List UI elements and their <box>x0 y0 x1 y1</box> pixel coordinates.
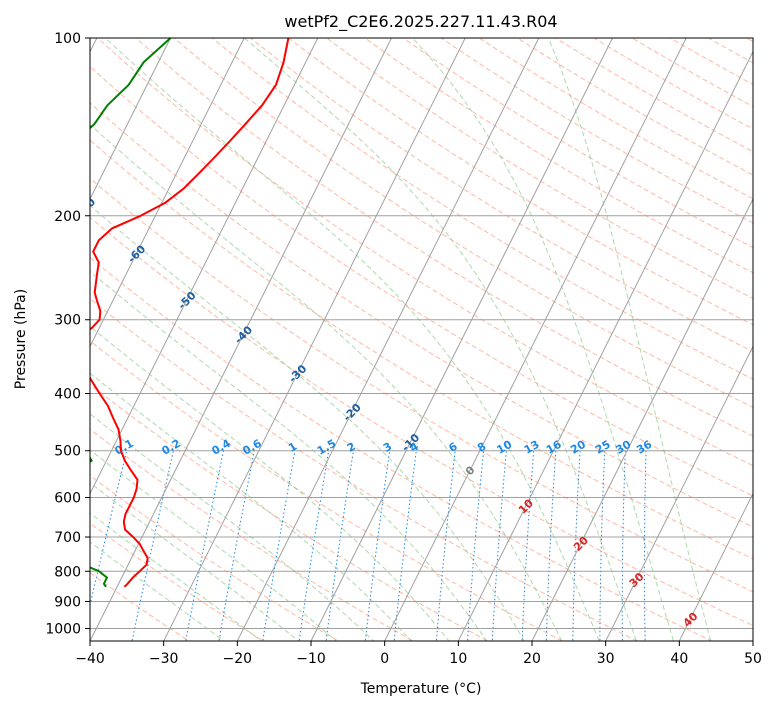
mixing-ratio-line <box>521 450 535 641</box>
dry-adiabat <box>249 38 753 353</box>
y-axis-label: Pressure (hPa) <box>13 289 29 389</box>
y-tick-label: 400 <box>54 387 81 403</box>
mixing-ratio-line <box>393 450 417 641</box>
mixing-ratio-line <box>572 450 581 641</box>
mixing-ratio-lines <box>90 450 647 641</box>
dry-adiabat <box>90 297 639 641</box>
y-tick-label: 200 <box>54 209 81 225</box>
dry-adiabat <box>90 139 753 560</box>
mixing-ratio-line <box>90 450 128 608</box>
plot-frame <box>89 37 754 642</box>
moist-adiabat <box>244 38 637 641</box>
temperature-line <box>90 38 290 588</box>
dry-adiabat <box>90 383 489 641</box>
moist-adiabat <box>90 449 337 641</box>
isotherm-line <box>384 38 687 641</box>
isotherm-line <box>163 38 466 641</box>
chart-title: wetPf2_C2E6.2025.227.11.43.R04 <box>284 12 557 32</box>
isotherm-line <box>90 38 171 201</box>
mixing-ratio-line <box>643 450 647 641</box>
mixing-ratio-line <box>545 450 557 641</box>
isotherm-line <box>678 492 753 641</box>
y-tick-label: 1000 <box>45 621 81 637</box>
mixing-ratio-line <box>298 450 330 641</box>
x-tick-label: 40 <box>670 651 688 667</box>
y-tick-label: 600 <box>54 490 81 506</box>
y-tick-label: 700 <box>54 530 81 546</box>
x-tick-label: −30 <box>149 651 179 667</box>
mixing-ratio-line <box>131 450 174 641</box>
mixing-ratio-line <box>621 450 626 641</box>
x-tick-label: 50 <box>744 651 762 667</box>
dry-adiabat <box>90 474 340 641</box>
isotherm-line <box>90 38 245 348</box>
x-tick-label: −40 <box>75 651 105 667</box>
moist-adiabat <box>547 38 712 641</box>
mixing-ratio-line <box>599 450 606 641</box>
x-tick-label: −20 <box>223 651 253 667</box>
moist-adiabat <box>90 372 412 641</box>
plot-area: -100-90-80-70-60-50-40-30-20-10010203040… <box>75 38 753 641</box>
isotherm-line <box>236 38 540 641</box>
moist-adiabat <box>90 123 563 641</box>
y-tick-label: 100 <box>54 31 81 47</box>
dry-adiabat <box>90 522 265 641</box>
dry-adiabat <box>90 177 753 593</box>
mixing-ratio-line <box>435 450 456 641</box>
dry-adiabat <box>173 38 753 408</box>
y-tick-label: 800 <box>54 564 81 580</box>
y-axis-ticks: 100 200 300 400 500 600 700 800 900 1000 <box>45 31 90 637</box>
dry-adiabat <box>440 38 753 224</box>
y-tick-label: 300 <box>54 313 81 329</box>
isotherm-line <box>457 50 753 641</box>
mixing-ratio-line <box>262 450 296 641</box>
dry-adiabat <box>90 428 414 641</box>
mixing-ratio-line <box>364 450 391 641</box>
y-tick-label: 900 <box>54 594 81 610</box>
x-tick-label: −10 <box>296 651 326 667</box>
mixing-ratio-line <box>467 450 485 641</box>
x-axis-ticks: −40 −30 −20 −10 0 10 20 30 40 50 <box>75 641 762 667</box>
dry-adiabats <box>90 38 753 641</box>
dry-adiabat <box>402 38 753 249</box>
x-tick-label: 10 <box>449 651 467 667</box>
dry-adiabat <box>135 38 753 437</box>
isobars <box>90 38 753 629</box>
x-axis-label: Temperature (°C) <box>360 681 482 697</box>
isotherm-line <box>531 197 753 641</box>
dry-adiabat <box>287 38 753 326</box>
mixing-ratio-line <box>491 450 507 641</box>
x-tick-label: 30 <box>597 651 615 667</box>
isotherm-line <box>310 38 613 641</box>
y-tick-label: 500 <box>54 444 81 460</box>
dry-adiabat <box>90 102 753 528</box>
moist-adiabat <box>90 413 375 641</box>
mixing-ratio-line <box>185 450 224 641</box>
dry-adiabat <box>90 65 753 497</box>
x-tick-label: 0 <box>380 651 389 667</box>
dry-adiabat <box>478 38 753 200</box>
dry-adiabat <box>90 216 753 627</box>
dry-adiabat <box>97 38 753 467</box>
isotherm-line <box>90 38 392 641</box>
isotherm-label: -70 <box>75 195 98 218</box>
mixing-ratio-line <box>218 450 255 641</box>
moist-adiabat <box>90 204 525 641</box>
x-tick-label: 20 <box>523 651 541 667</box>
mixing-ratio-line <box>325 450 354 641</box>
isotherm-line <box>605 345 753 641</box>
moist-adiabat <box>90 270 488 641</box>
moist-adiabat <box>90 325 450 641</box>
moist-adiabat <box>105 38 600 641</box>
profile-lines <box>90 38 290 588</box>
isotherms <box>90 38 753 641</box>
isotherm-line <box>90 38 319 495</box>
